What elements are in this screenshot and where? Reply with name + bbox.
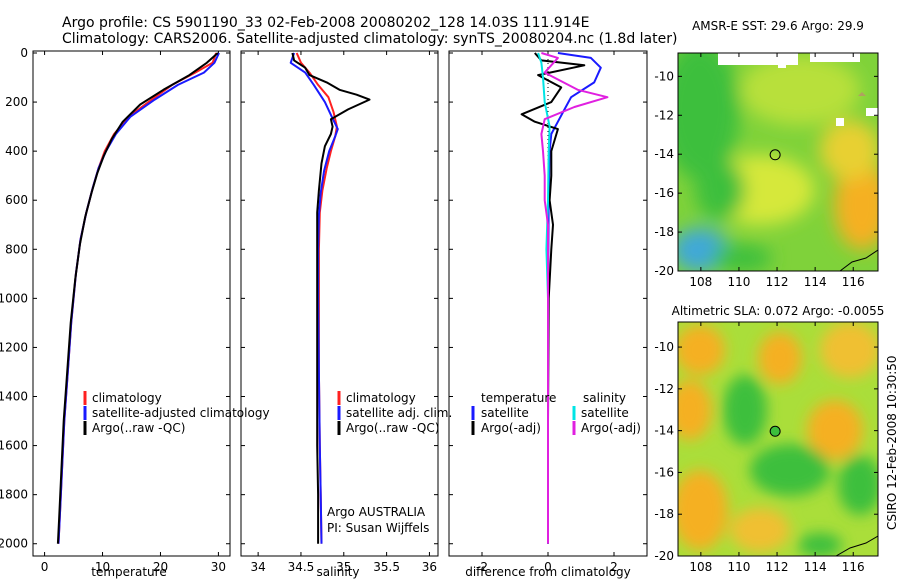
x-tick-label: 10	[95, 560, 110, 574]
legend-climatology: climatology	[92, 391, 162, 405]
map-x-tick-label: 112	[766, 275, 789, 289]
legend-temperature-title: temperature	[481, 391, 556, 405]
map-x-tick-label: 112	[766, 560, 789, 574]
header-line1: Argo profile: CS 5901190_33 02-Feb-2008 …	[62, 15, 589, 31]
map-y-tick-label: -18	[654, 225, 674, 239]
y-tick-label: 200	[5, 95, 28, 109]
sst-map-title: AMSR-E SST: 29.6 Argo: 29.9	[692, 19, 864, 33]
series-line-blue	[57, 52, 220, 544]
legend-climatology: climatology	[346, 391, 416, 405]
map-x-tick-label: 114	[804, 275, 827, 289]
y-tick-label: 1200	[0, 340, 28, 354]
argo-location-marker	[769, 149, 781, 161]
map-y-tick-label: -16	[654, 465, 674, 479]
salinity-legend: climatology satellite adj. clim. Argo(..…	[337, 391, 452, 435]
map-x-tick-label: 108	[689, 275, 712, 289]
x-tick-label: 35.5	[373, 560, 400, 574]
x-tick-label: 0	[41, 560, 49, 574]
x-tick-label: -2	[476, 560, 488, 574]
y-tick-label: 0	[20, 46, 28, 60]
map-x-tick-label: 116	[842, 275, 865, 289]
legend-sal-argo: Argo(-adj)	[581, 421, 641, 435]
side-label: CSIRO 12-Feb-2008 10:30:50	[885, 355, 899, 530]
difference-legend: temperature satellite Argo(-adj) salinit…	[471, 391, 641, 435]
series-line-red	[57, 52, 218, 544]
x-tick-label: 36	[422, 560, 437, 574]
map-x-tick-label: 110	[727, 560, 750, 574]
map-x-tick-label: 116	[842, 560, 865, 574]
salinity-axes	[240, 50, 439, 557]
x-tick-label: 20	[153, 560, 168, 574]
sla-map: Altimetric SLA: 0.072 Argo: -0.0055 108 1…	[654, 304, 884, 574]
legend-satellite-adj: satellite adj. clim.	[346, 406, 452, 420]
y-tick-label: 1800	[0, 488, 28, 502]
x-tick-label: 34	[250, 560, 265, 574]
legend-temp-satellite: satellite	[481, 406, 529, 420]
legend-temp-argo: Argo(-adj)	[481, 421, 541, 435]
map-x-tick-label: 114	[804, 560, 827, 574]
footer-line1: Argo AUSTRALIA	[327, 505, 426, 519]
header-line2: Climatology: CARS2006. Satellite-adjuste…	[62, 31, 677, 47]
map-x-tick-label: 110	[727, 275, 750, 289]
map-y-tick-label: -18	[654, 507, 674, 521]
series-line-blue	[289, 52, 339, 544]
map-y-tick-label: -12	[654, 108, 674, 122]
legend-argo: Argo(..raw -QC)	[346, 421, 439, 435]
temperature-panel: 0 10 20 30 0 200 400 600 800 1000 1200 1400 1600 1800…	[0, 46, 231, 579]
argo-location-marker	[769, 425, 781, 437]
temperature-axes	[32, 50, 231, 557]
sst-map-axes	[677, 52, 879, 272]
sla-field	[678, 322, 878, 556]
map-y-tick-label: -16	[654, 186, 674, 200]
y-tick-label: 800	[5, 242, 28, 256]
series-line-blue	[547, 52, 602, 544]
x-tick-label: 2	[610, 560, 618, 574]
sla-map-title: Altimetric SLA: 0.072 Argo: -0.0055	[672, 304, 885, 318]
y-tick-label: 2000	[0, 537, 28, 551]
map-y-tick-label: -20	[654, 549, 674, 563]
salinity-panel: 34 34.5 35 35.5 36 salinity Argo AUSTRALIA P…	[240, 50, 439, 579]
legend-salinity-title: salinity	[583, 391, 626, 405]
series-line-black	[520, 52, 586, 544]
y-tick-label: 400	[5, 144, 28, 158]
map-y-tick-label: -14	[654, 147, 674, 161]
coastline	[835, 535, 878, 556]
legend-satellite-adjusted: satellite-adjusted climatology	[92, 406, 270, 420]
x-tick-label: 0	[544, 560, 552, 574]
x-tick-label: 30	[211, 560, 226, 574]
y-tick-label: 1000	[0, 291, 28, 305]
series-line-black	[56, 52, 219, 544]
series-line-black	[291, 52, 371, 544]
difference-xlabel: difference from climatology	[465, 565, 631, 579]
legend-sal-satellite: satellite	[581, 406, 629, 420]
sla-map-axes	[677, 321, 879, 557]
map-y-tick-label: -10	[654, 340, 674, 354]
map-y-tick-label: -12	[654, 382, 674, 396]
x-tick-label: 34.5	[288, 560, 315, 574]
difference-panel: -2 0 2 difference from climatology	[448, 50, 648, 579]
coastline	[839, 249, 878, 271]
y-tick-label: 1600	[0, 439, 28, 453]
map-y-tick-label: -10	[654, 69, 674, 83]
series-line-magenta	[540, 52, 609, 544]
salinity-xlabel: salinity	[316, 565, 359, 579]
sst-field	[678, 53, 878, 271]
temperature-legend: climatology satellite-adjusted climatolo…	[83, 391, 270, 435]
y-tick-label: 1400	[0, 390, 28, 404]
legend-argo: Argo(..raw -QC)	[92, 421, 185, 435]
x-tick-label: 35	[336, 560, 351, 574]
map-y-tick-label: -20	[654, 264, 674, 278]
footer-line2: PI: Susan Wijffels	[327, 521, 429, 535]
sst-map: AMSR-E SST: 29.6 Argo: 29.9 108 110 112 11	[654, 19, 879, 289]
temperature-xlabel: temperature	[91, 565, 166, 579]
y-tick-label: 600	[5, 193, 28, 207]
map-y-tick-label: -14	[654, 424, 674, 438]
map-x-tick-label: 108	[689, 560, 712, 574]
